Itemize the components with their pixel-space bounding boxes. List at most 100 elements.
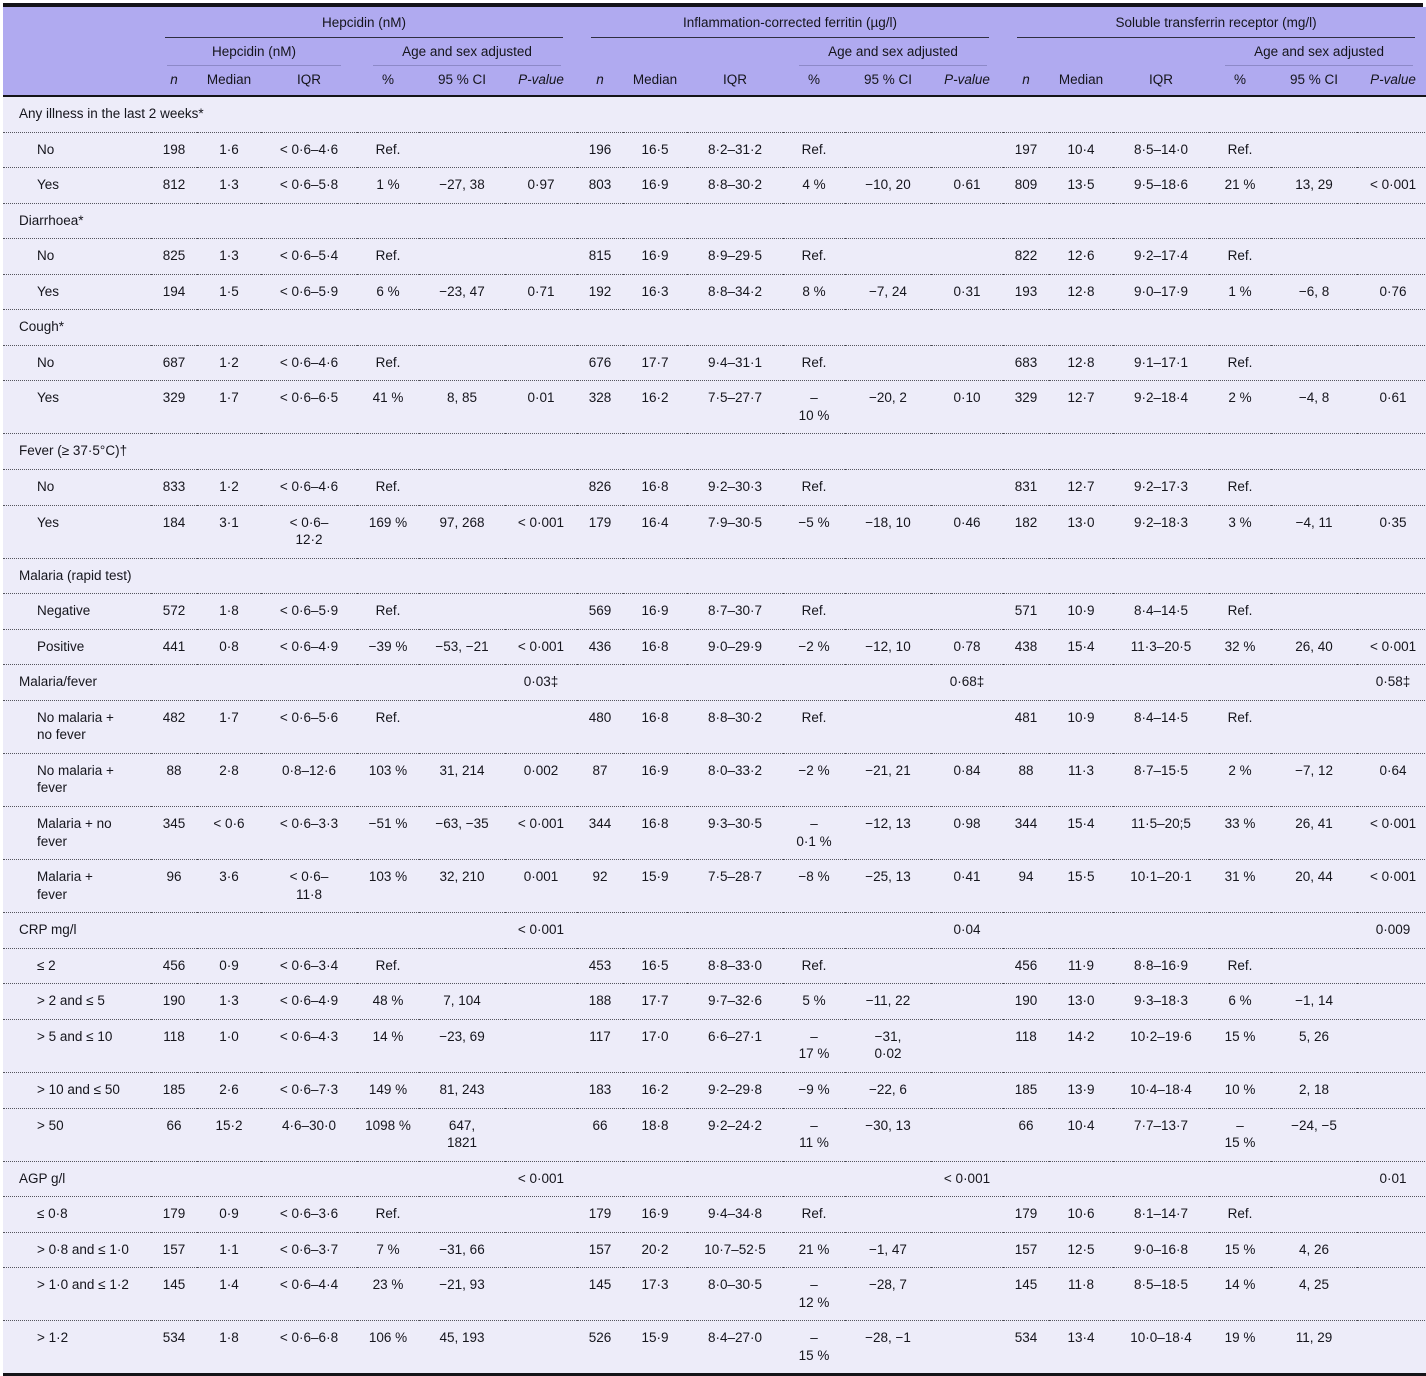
- corner-cell: [3, 7, 151, 96]
- cell: 0·61: [1379, 390, 1407, 406]
- cell: [845, 470, 931, 506]
- cell: [357, 665, 419, 701]
- cell: 15·4: [1067, 816, 1095, 832]
- cell: 4, 25: [1299, 1277, 1330, 1293]
- cell: Ref.: [1227, 1206, 1253, 1222]
- cell: 0·01: [1379, 1170, 1407, 1186]
- cell: 66: [592, 1117, 608, 1133]
- cell: 822: [1014, 248, 1038, 264]
- cell: [505, 700, 577, 753]
- cell: Ref.: [1227, 479, 1253, 495]
- cell: [1049, 434, 1113, 470]
- cell: [783, 96, 845, 132]
- cell: 13·0: [1067, 993, 1095, 1009]
- results-table-wrap: Hepcidin (nM) Inflammation-corrected ferr…: [3, 3, 1426, 1376]
- cell: < 0·6–4·3: [279, 1028, 339, 1044]
- cell: 482: [162, 709, 186, 725]
- cell: 118: [163, 1028, 185, 1044]
- cell: 1·8: [219, 603, 239, 619]
- cell: [783, 913, 845, 949]
- cell: [1113, 310, 1209, 346]
- cell: 480: [588, 709, 612, 725]
- cell: 2 %: [1228, 390, 1252, 406]
- cell: 157: [588, 1241, 612, 1257]
- cell: [1049, 310, 1113, 346]
- cell: [845, 310, 931, 346]
- cell: [1003, 558, 1049, 594]
- cell: 179: [162, 1206, 186, 1222]
- cell: 14 %: [1224, 1277, 1256, 1293]
- cell: 8·1–14·7: [1134, 1206, 1189, 1222]
- cell: [845, 1161, 931, 1197]
- cell: < 0·6–4·4: [279, 1277, 339, 1293]
- cell: [1357, 1019, 1426, 1072]
- cell: 5, 26: [1299, 1028, 1330, 1044]
- column-leaf-header: n: [151, 66, 197, 96]
- column-subgroup-label: Age and sex adjusted: [373, 40, 561, 66]
- cell: 0·64: [1379, 762, 1407, 778]
- row-label: Malaria (rapid test): [19, 567, 132, 583]
- cell: 32 %: [1224, 638, 1256, 654]
- cell: [419, 913, 505, 949]
- data-row: > 2 and ≤ 5 190 1·3 < 0·6–4·9 48 % 7, 104 188 1…: [3, 983, 1426, 1020]
- cell: [687, 96, 783, 132]
- cell: [1209, 310, 1271, 346]
- cell: 6 %: [1228, 993, 1252, 1009]
- table-body: Any illness in the last 2 weeks* No 198 1·6…: [3, 96, 1426, 1375]
- data-row: Yes 812 1·3 < 0·6–5·8 1 % −27, 38 0·97 803 16·9 8…: [3, 167, 1426, 204]
- cell: 0·9: [219, 957, 239, 973]
- cell: 13·0: [1067, 514, 1095, 530]
- cell: – 12 %: [798, 1277, 830, 1310]
- cell: 94: [1018, 869, 1034, 885]
- cell: 8·5–14·0: [1134, 141, 1189, 157]
- cell: 87: [592, 762, 608, 778]
- cell: – 0·1 %: [796, 816, 832, 849]
- cell: [1357, 1268, 1426, 1321]
- cell: [1271, 913, 1357, 949]
- cell: 436: [588, 638, 612, 654]
- cell: −5 %: [798, 514, 830, 530]
- column-subgroup-header-adjusted: Age and sex adjusted: [1209, 38, 1426, 66]
- cell: [931, 470, 1003, 506]
- cell: 10 %: [1224, 1081, 1256, 1097]
- cell: 8·7–30·7: [707, 603, 763, 619]
- cell: 0·97: [527, 177, 555, 193]
- cell: 16·2: [641, 390, 669, 406]
- cell: −11, 22: [865, 993, 911, 1009]
- cell: 5 %: [802, 993, 826, 1009]
- data-row: > 10 and ≤ 50 185 2·6 < 0·6–7·3 149 % 81, 243…: [3, 1072, 1426, 1108]
- cell: [577, 913, 623, 949]
- data-row: ≤ 0·8 179 0·9 < 0·6–3·6 Ref. 179 16·9 9·4–34·8 R…: [3, 1196, 1426, 1233]
- data-row: > 1·0 and ≤ 1·2 145 1·4 < 0·6–4·4 23 % −21, 9…: [3, 1267, 1426, 1321]
- cell: 13·4: [1067, 1330, 1095, 1346]
- column-group-header: Soluble transferrin receptor (mg/l): [1003, 7, 1426, 38]
- cell: 16·4: [641, 514, 669, 530]
- cell: Ref.: [375, 1206, 401, 1222]
- cell: < 0·001: [517, 816, 565, 832]
- cell: [505, 310, 577, 346]
- cell: [1003, 96, 1049, 132]
- row-label: > 2 and ≤ 5: [37, 993, 105, 1009]
- cell: 15·9: [641, 869, 669, 885]
- cell: < 0·6–5·9: [279, 603, 339, 619]
- data-row: No 825 1·3 < 0·6–5·4 Ref. 815 16·9 8·9–29·5 Ref.…: [3, 238, 1426, 275]
- cell: [1113, 96, 1209, 132]
- cell: [1271, 1197, 1357, 1233]
- cell: 8·0–30·5: [707, 1277, 763, 1293]
- cell: [505, 470, 577, 506]
- column-subgroup-header: [1003, 38, 1210, 66]
- cell: 9·2–18·3: [1134, 514, 1189, 530]
- cell: [687, 1161, 783, 1197]
- cell: 7, 104: [443, 993, 481, 1009]
- cell: 20, 44: [1295, 869, 1333, 885]
- cell: [783, 203, 845, 239]
- cell: [505, 132, 577, 168]
- cell: [1209, 1161, 1271, 1197]
- cell: [505, 1268, 577, 1321]
- cell: −28, 7: [869, 1277, 907, 1293]
- cell: 1 %: [376, 177, 400, 193]
- column-leaf-header: %: [783, 66, 845, 96]
- cell: 33 %: [1224, 816, 1256, 832]
- cell: 12·8: [1067, 354, 1095, 370]
- cell: [931, 984, 1003, 1020]
